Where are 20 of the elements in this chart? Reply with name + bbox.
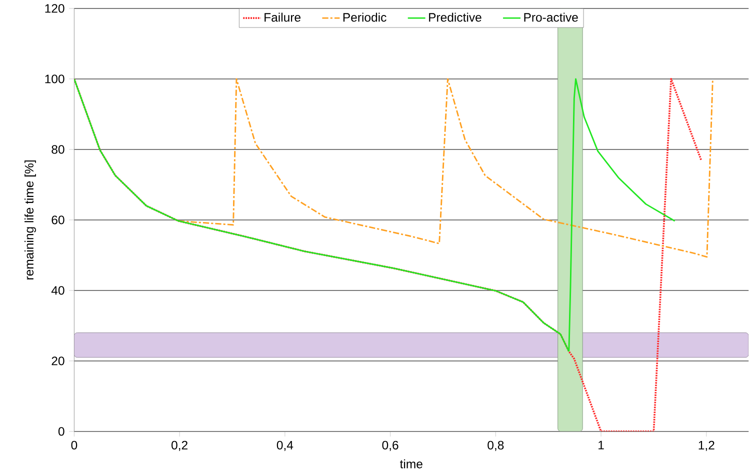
y-tick-label: 80 [52, 144, 64, 154]
x-tick-label: 0,8 [488, 440, 504, 451]
y-tick-label: 40 [51, 286, 64, 295]
x-tick-label: 1,2 [698, 440, 714, 451]
legend-label: Predictive [429, 12, 482, 22]
y-tick-label: 20 [52, 356, 64, 366]
y-tick-label: 120 [45, 4, 64, 13]
x-tick-label: 1 [598, 440, 604, 450]
x-tick-label: 0,4 [276, 440, 294, 451]
x-axis-title: time [400, 459, 422, 468]
y-tick-label: 0 [58, 426, 64, 436]
legend-label: Pro-active [524, 12, 578, 22]
x-tick-label: 0 [71, 440, 78, 450]
legend-label: Periodic [343, 12, 386, 22]
y-tick-label: 60 [52, 215, 64, 224]
legend-label: Failure [264, 12, 300, 22]
x-tick-label: 0,2 [172, 440, 188, 451]
x-tick-label: 0,6 [382, 440, 398, 451]
y-tick-label: 100 [45, 74, 64, 84]
y-axis-title: remaining life time [%] [24, 160, 36, 280]
